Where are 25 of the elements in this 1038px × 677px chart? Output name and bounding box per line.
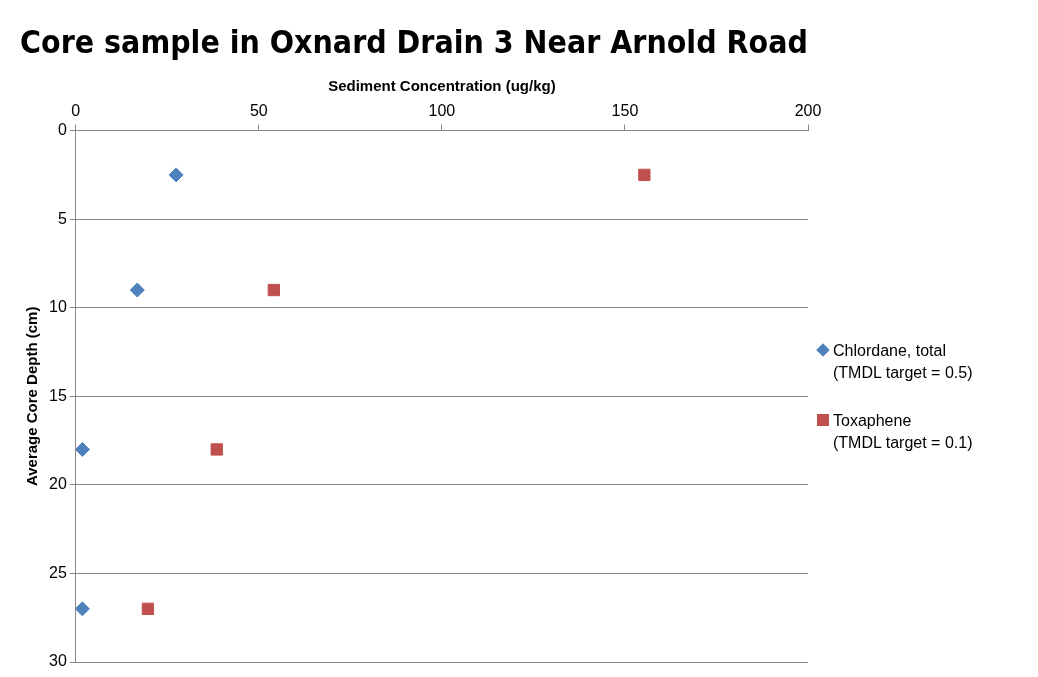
point	[210, 443, 223, 456]
point	[267, 283, 281, 297]
y-tick-label: 30	[49, 652, 67, 670]
y-tick-label: 15	[49, 386, 67, 404]
y-tick-label: 10	[49, 298, 67, 316]
x-tick-label: 100	[428, 102, 456, 120]
point	[638, 168, 651, 182]
y-axis-title: Average Core Depth (cm)	[23, 306, 41, 487]
y-tick-label: 25	[49, 563, 67, 581]
chart-title: Core sample in Oxnard Drain 3 Near Arnold Road	[20, 22, 808, 60]
x-tick-label: 150	[611, 102, 639, 120]
x-tick-label: 0	[71, 102, 81, 120]
point	[75, 441, 90, 457]
x-tick-label: 200	[794, 102, 822, 120]
point	[168, 167, 184, 183]
y-tick-label: 5	[57, 209, 67, 227]
y-tick-label: 0	[57, 121, 67, 139]
x-axis-title: Sediment Concentration (ug/kg)	[328, 76, 556, 94]
point	[75, 601, 90, 617]
point	[129, 282, 145, 298]
legend-label: Chlordane, total (TMDL target = 0.5)	[833, 341, 973, 383]
x-tick-label: 50	[249, 102, 268, 120]
point	[141, 602, 155, 616]
legend-label: Toxaphene (TMDL target = 0.1)	[833, 411, 973, 453]
y-tick-label: 20	[49, 475, 67, 493]
